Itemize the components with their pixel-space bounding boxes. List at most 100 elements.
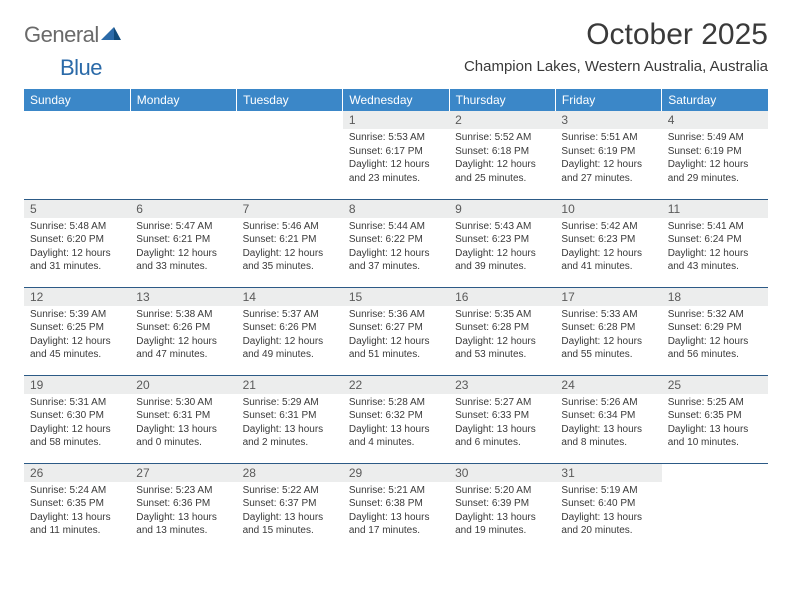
weekday-header: Thursday xyxy=(449,89,555,111)
calendar-cell: 3Sunrise: 5:51 AMSunset: 6:19 PMDaylight… xyxy=(555,111,661,199)
day-body: Sunrise: 5:43 AMSunset: 6:23 PMDaylight:… xyxy=(449,218,555,278)
day-number: 1 xyxy=(343,111,449,129)
sunset-line: Sunset: 6:35 PM xyxy=(30,497,124,511)
day-body: Sunrise: 5:22 AMSunset: 6:37 PMDaylight:… xyxy=(237,482,343,542)
triangle-icon xyxy=(101,25,121,46)
sunrise-line: Sunrise: 5:21 AM xyxy=(349,484,443,498)
daylight-line: Daylight: 12 hours and 39 minutes. xyxy=(455,247,549,274)
calendar-cell: 2Sunrise: 5:52 AMSunset: 6:18 PMDaylight… xyxy=(449,111,555,199)
sunrise-line: Sunrise: 5:28 AM xyxy=(349,396,443,410)
day-body: Sunrise: 5:19 AMSunset: 6:40 PMDaylight:… xyxy=(555,482,661,542)
empty-daynum xyxy=(237,111,343,129)
daylight-line: Daylight: 12 hours and 41 minutes. xyxy=(561,247,655,274)
daylight-line: Daylight: 12 hours and 45 minutes. xyxy=(30,335,124,362)
day-number: 22 xyxy=(343,376,449,394)
day-body: Sunrise: 5:20 AMSunset: 6:39 PMDaylight:… xyxy=(449,482,555,542)
daylight-line: Daylight: 12 hours and 47 minutes. xyxy=(136,335,230,362)
day-body: Sunrise: 5:38 AMSunset: 6:26 PMDaylight:… xyxy=(130,306,236,366)
day-body: Sunrise: 5:44 AMSunset: 6:22 PMDaylight:… xyxy=(343,218,449,278)
daylight-line: Daylight: 12 hours and 43 minutes. xyxy=(668,247,762,274)
day-body: Sunrise: 5:33 AMSunset: 6:28 PMDaylight:… xyxy=(555,306,661,366)
sunset-line: Sunset: 6:17 PM xyxy=(349,145,443,159)
day-body: Sunrise: 5:27 AMSunset: 6:33 PMDaylight:… xyxy=(449,394,555,454)
sunrise-line: Sunrise: 5:20 AM xyxy=(455,484,549,498)
daylight-line: Daylight: 13 hours and 17 minutes. xyxy=(349,511,443,538)
sunrise-line: Sunrise: 5:47 AM xyxy=(136,220,230,234)
day-number: 16 xyxy=(449,288,555,306)
daylight-line: Daylight: 12 hours and 33 minutes. xyxy=(136,247,230,274)
weekday-row: SundayMondayTuesdayWednesdayThursdayFrid… xyxy=(24,89,768,111)
day-number: 27 xyxy=(130,464,236,482)
calendar-cell: 30Sunrise: 5:20 AMSunset: 6:39 PMDayligh… xyxy=(449,463,555,551)
day-number: 28 xyxy=(237,464,343,482)
sunrise-line: Sunrise: 5:48 AM xyxy=(30,220,124,234)
sunset-line: Sunset: 6:26 PM xyxy=(243,321,337,335)
title-block: October 2025 Champion Lakes, Western Aus… xyxy=(464,18,768,75)
sunrise-line: Sunrise: 5:53 AM xyxy=(349,131,443,145)
calendar-cell: 14Sunrise: 5:37 AMSunset: 6:26 PMDayligh… xyxy=(237,287,343,375)
daylight-line: Daylight: 13 hours and 15 minutes. xyxy=(243,511,337,538)
day-number: 14 xyxy=(237,288,343,306)
sunrise-line: Sunrise: 5:26 AM xyxy=(561,396,655,410)
calendar-cell: 28Sunrise: 5:22 AMSunset: 6:37 PMDayligh… xyxy=(237,463,343,551)
day-number: 17 xyxy=(555,288,661,306)
day-number: 26 xyxy=(24,464,130,482)
daylight-line: Daylight: 12 hours and 31 minutes. xyxy=(30,247,124,274)
daylight-line: Daylight: 12 hours and 55 minutes. xyxy=(561,335,655,362)
sunrise-line: Sunrise: 5:25 AM xyxy=(668,396,762,410)
location-subtitle: Champion Lakes, Western Australia, Austr… xyxy=(464,58,768,75)
daylight-line: Daylight: 13 hours and 20 minutes. xyxy=(561,511,655,538)
sunset-line: Sunset: 6:38 PM xyxy=(349,497,443,511)
day-body: Sunrise: 5:49 AMSunset: 6:19 PMDaylight:… xyxy=(662,129,768,189)
day-number: 23 xyxy=(449,376,555,394)
day-body: Sunrise: 5:48 AMSunset: 6:20 PMDaylight:… xyxy=(24,218,130,278)
day-number: 18 xyxy=(662,288,768,306)
daylight-line: Daylight: 12 hours and 58 minutes. xyxy=(30,423,124,450)
day-number: 15 xyxy=(343,288,449,306)
sunset-line: Sunset: 6:34 PM xyxy=(561,409,655,423)
sunrise-line: Sunrise: 5:36 AM xyxy=(349,308,443,322)
calendar-cell xyxy=(662,463,768,551)
daylight-line: Daylight: 13 hours and 8 minutes. xyxy=(561,423,655,450)
day-number: 29 xyxy=(343,464,449,482)
day-body: Sunrise: 5:47 AMSunset: 6:21 PMDaylight:… xyxy=(130,218,236,278)
sunrise-line: Sunrise: 5:29 AM xyxy=(243,396,337,410)
day-number: 13 xyxy=(130,288,236,306)
calendar-body: 1Sunrise: 5:53 AMSunset: 6:17 PMDaylight… xyxy=(24,111,768,551)
logo: General xyxy=(24,22,122,48)
calendar-page: General October 2025 Champion Lakes, Wes… xyxy=(0,0,792,551)
sunset-line: Sunset: 6:29 PM xyxy=(668,321,762,335)
day-number: 9 xyxy=(449,200,555,218)
daylight-line: Daylight: 13 hours and 19 minutes. xyxy=(455,511,549,538)
sunset-line: Sunset: 6:31 PM xyxy=(136,409,230,423)
day-body: Sunrise: 5:23 AMSunset: 6:36 PMDaylight:… xyxy=(130,482,236,542)
sunrise-line: Sunrise: 5:51 AM xyxy=(561,131,655,145)
sunrise-line: Sunrise: 5:32 AM xyxy=(668,308,762,322)
calendar-week-row: 19Sunrise: 5:31 AMSunset: 6:30 PMDayligh… xyxy=(24,375,768,463)
daylight-line: Daylight: 12 hours and 25 minutes. xyxy=(455,158,549,185)
calendar-cell xyxy=(24,111,130,199)
day-number: 30 xyxy=(449,464,555,482)
sunset-line: Sunset: 6:18 PM xyxy=(455,145,549,159)
daylight-line: Daylight: 12 hours and 56 minutes. xyxy=(668,335,762,362)
day-number: 31 xyxy=(555,464,661,482)
day-body: Sunrise: 5:39 AMSunset: 6:25 PMDaylight:… xyxy=(24,306,130,366)
day-body: Sunrise: 5:37 AMSunset: 6:26 PMDaylight:… xyxy=(237,306,343,366)
sunset-line: Sunset: 6:24 PM xyxy=(668,233,762,247)
calendar-cell: 12Sunrise: 5:39 AMSunset: 6:25 PMDayligh… xyxy=(24,287,130,375)
calendar-cell: 22Sunrise: 5:28 AMSunset: 6:32 PMDayligh… xyxy=(343,375,449,463)
calendar-week-row: 1Sunrise: 5:53 AMSunset: 6:17 PMDaylight… xyxy=(24,111,768,199)
day-body: Sunrise: 5:52 AMSunset: 6:18 PMDaylight:… xyxy=(449,129,555,189)
calendar-week-row: 5Sunrise: 5:48 AMSunset: 6:20 PMDaylight… xyxy=(24,199,768,287)
calendar-cell: 6Sunrise: 5:47 AMSunset: 6:21 PMDaylight… xyxy=(130,199,236,287)
daylight-line: Daylight: 12 hours and 35 minutes. xyxy=(243,247,337,274)
weekday-header: Friday xyxy=(555,89,661,111)
day-number: 11 xyxy=(662,200,768,218)
sunrise-line: Sunrise: 5:30 AM xyxy=(136,396,230,410)
month-title: October 2025 xyxy=(464,18,768,52)
daylight-line: Daylight: 12 hours and 53 minutes. xyxy=(455,335,549,362)
day-body: Sunrise: 5:29 AMSunset: 6:31 PMDaylight:… xyxy=(237,394,343,454)
day-body: Sunrise: 5:53 AMSunset: 6:17 PMDaylight:… xyxy=(343,129,449,189)
calendar-cell: 25Sunrise: 5:25 AMSunset: 6:35 PMDayligh… xyxy=(662,375,768,463)
logo-text-general: General xyxy=(24,22,99,48)
